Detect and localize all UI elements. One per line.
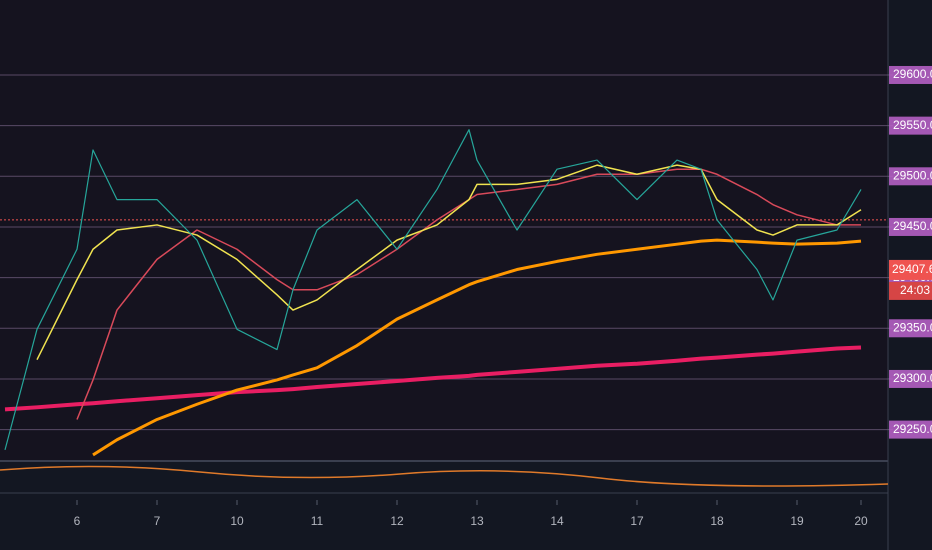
price-badge-label: 29407.6 <box>892 262 932 276</box>
series-line <box>4 129 862 451</box>
y-tick-label: 29450.0 <box>893 219 932 233</box>
x-tick-label: 13 <box>470 514 484 528</box>
y-tick-label: 29600.0 <box>893 67 932 81</box>
y-label-bg <box>889 319 932 338</box>
x-tick-label: 18 <box>710 514 724 528</box>
x-tick-label: 19 <box>790 514 804 528</box>
y-label-bg <box>889 167 932 186</box>
plot-background <box>0 0 888 460</box>
y-label-bg <box>889 116 932 135</box>
x-tick-label: 14 <box>550 514 564 528</box>
x-tick-label: 10 <box>230 514 244 528</box>
x-tick-label: 6 <box>74 514 81 528</box>
y-tick-label: 29250.0 <box>893 422 932 436</box>
labels: 6 7 10 11 12 13 14 17 18 19 20 29250.0 29300.0 29350.… <box>74 65 932 528</box>
y-label-bg <box>889 420 932 439</box>
y-label-bg <box>889 369 932 388</box>
series-line <box>4 345 862 412</box>
countdown-badge <box>889 281 932 300</box>
series-line <box>36 164 862 361</box>
series-group <box>0 129 889 487</box>
y-tick-label: 29350.0 <box>893 320 932 334</box>
x-tick-label: 20 <box>854 514 868 528</box>
indicator-line <box>0 465 889 487</box>
x-tick-label: 12 <box>390 514 404 528</box>
price-badge <box>889 259 932 280</box>
x-tick-label: 11 <box>311 514 324 528</box>
y-tick-label: 29550.0 <box>893 118 932 132</box>
x-tick-label: 7 <box>154 514 161 528</box>
y-label-bg <box>889 217 932 236</box>
series-line <box>92 238 862 457</box>
y-label-bg <box>889 65 932 84</box>
y-tick-label: 29300.0 <box>893 371 932 385</box>
x-tick-label: 17 <box>630 514 644 528</box>
y-tick-label: 29500.0 <box>893 168 932 182</box>
countdown-label: 24:03 <box>900 283 930 297</box>
series-line <box>76 168 861 420</box>
